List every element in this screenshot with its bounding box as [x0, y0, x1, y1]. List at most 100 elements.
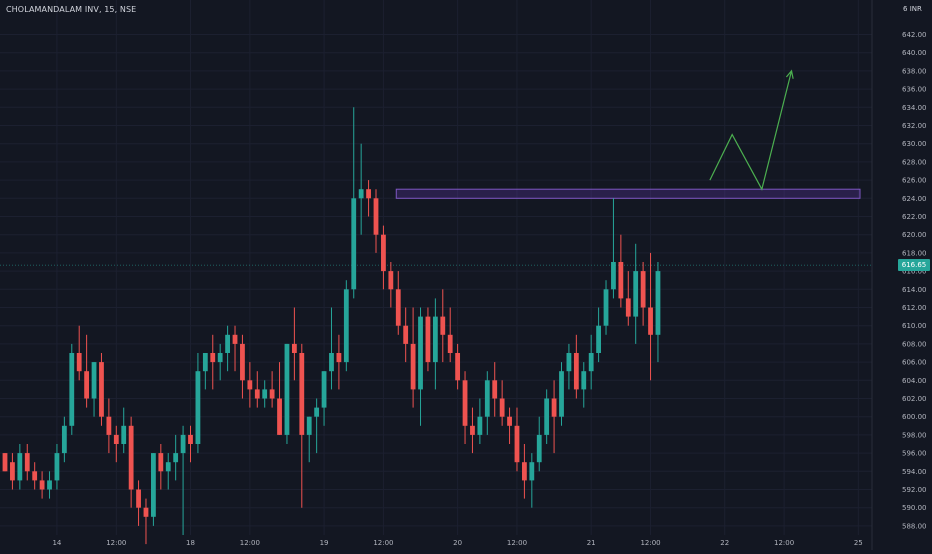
candle-body [321, 371, 327, 408]
candle-body [358, 189, 364, 199]
candle-body [291, 343, 297, 353]
candle [499, 380, 505, 426]
time-tick-label: 12:00 [240, 539, 260, 547]
candle [425, 307, 431, 372]
candle [225, 325, 230, 372]
candle-body [455, 353, 461, 381]
candle [455, 343, 461, 390]
price-tick-label: 592.00 [902, 486, 927, 494]
candle [143, 498, 149, 545]
candle-body [32, 471, 38, 481]
candle-body [314, 407, 320, 417]
candle-body [410, 343, 416, 390]
candle [514, 407, 520, 472]
candle-body [113, 434, 119, 444]
candle [284, 343, 290, 444]
candle-body [499, 398, 505, 417]
candle-body [39, 480, 45, 490]
candle-body [529, 462, 535, 481]
candle [366, 180, 371, 217]
candle [492, 362, 498, 417]
candle-body [522, 462, 527, 481]
price-tick-label: 626.00 [902, 177, 927, 185]
time-tick-label: 12:00 [373, 539, 393, 547]
projection-arrowhead[interactable] [785, 69, 794, 79]
candle [388, 262, 394, 308]
candle-body [247, 380, 253, 390]
candle [106, 398, 112, 454]
time-tick-label: 14 [52, 539, 61, 547]
candle-body [91, 362, 97, 399]
candle [54, 444, 60, 490]
candle [269, 371, 275, 408]
candle-body [202, 353, 208, 372]
candle-body [351, 198, 357, 290]
candle [151, 453, 156, 526]
candle-body [24, 453, 30, 472]
resistance-zone-box[interactable] [395, 188, 861, 199]
candle [165, 453, 171, 490]
candle [566, 343, 572, 390]
candle-body [440, 316, 446, 335]
price-tick-label: 598.00 [902, 431, 927, 439]
candle [76, 325, 82, 381]
candle-body [655, 271, 661, 335]
candle-body [284, 343, 290, 435]
candle-body [232, 334, 238, 344]
candle [32, 462, 38, 490]
symbol-title[interactable]: CHOLAMANDALAM INV, 15, NSE [6, 5, 137, 14]
price-tick-label: 642.00 [902, 31, 927, 39]
candle-body [165, 462, 171, 472]
candle [39, 471, 45, 499]
candle [99, 353, 104, 426]
time-axis[interactable]: 14 12:00 18 12:00 19 12:00 20 12:00 21 12:00 22 12:… [52, 539, 862, 547]
price-tick-label: 628.00 [902, 158, 927, 166]
time-tick-label: 19 [320, 539, 329, 547]
candle-body [381, 234, 386, 272]
candle [10, 453, 15, 490]
candle-body [158, 453, 164, 472]
axis-top-label: 6 [903, 5, 908, 13]
price-tick-label: 618.00 [902, 249, 927, 257]
projection-arrow[interactable] [709, 69, 794, 191]
candle-body [514, 425, 520, 463]
candle-body [470, 425, 475, 435]
candle-body [180, 434, 186, 454]
candle [314, 398, 320, 454]
candle-body [143, 507, 149, 517]
candle [2, 453, 8, 472]
candle-body [277, 398, 282, 435]
candle [24, 444, 30, 481]
resistance-zone[interactable] [395, 188, 861, 199]
candle [470, 407, 475, 454]
candle-body [611, 262, 616, 290]
candle [507, 407, 512, 444]
candle-body [136, 489, 141, 508]
candle [447, 307, 453, 363]
time-tick-label: 12:00 [507, 539, 527, 547]
candle [588, 334, 594, 390]
candle [640, 262, 646, 326]
projection-line[interactable] [709, 70, 793, 191]
candle [240, 334, 245, 399]
candle-body [648, 307, 653, 335]
price-tick-label: 594.00 [902, 468, 927, 476]
candle [551, 380, 557, 454]
currency-code: INR [909, 5, 922, 13]
candle-body [47, 480, 52, 490]
candle-body [151, 453, 156, 517]
candle-body [581, 371, 587, 390]
price-tick-label: 640.00 [902, 49, 927, 57]
price-tick-label: 636.00 [902, 86, 927, 94]
candle [47, 471, 52, 499]
price-axis[interactable]: 588.00 590.00 592.00 594.00 596.00 598.00 600.… [902, 31, 927, 530]
candle-body [195, 371, 201, 444]
candle-body [262, 389, 268, 399]
candle [343, 280, 349, 372]
price-tick-label: 630.00 [902, 140, 927, 148]
candle [329, 307, 334, 390]
time-tick-label: 18 [186, 539, 195, 547]
candle-body [225, 334, 230, 353]
